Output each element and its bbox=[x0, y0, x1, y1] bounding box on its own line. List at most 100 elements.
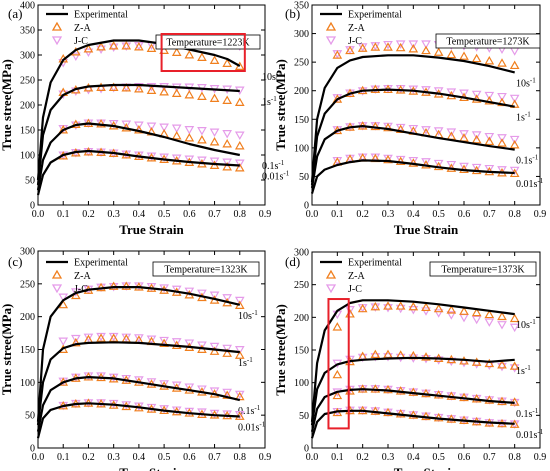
jc-point bbox=[209, 291, 220, 301]
jc-point bbox=[484, 164, 495, 174]
jc-point bbox=[222, 130, 233, 139]
za-point bbox=[222, 348, 233, 357]
x-tick-label: 0.4 bbox=[133, 452, 146, 463]
experimental-line bbox=[310, 125, 515, 189]
series-10s: 10s-1 bbox=[36, 281, 258, 422]
strain-rate-label: 10s-1 bbox=[516, 76, 536, 89]
jc-point bbox=[433, 127, 444, 136]
experimental-line bbox=[36, 39, 241, 181]
panel-label: (a) bbox=[8, 6, 22, 21]
za-point bbox=[184, 132, 195, 142]
series-0-01s: 0.01s-1 bbox=[36, 146, 290, 196]
jc-point bbox=[484, 91, 495, 101]
legend-jc-label: J-C bbox=[348, 36, 362, 47]
jc-point bbox=[471, 163, 482, 173]
za-point bbox=[171, 47, 182, 56]
experimental-line bbox=[36, 122, 241, 191]
za-point bbox=[121, 40, 132, 50]
jc-point bbox=[121, 120, 132, 130]
jc-point bbox=[421, 158, 431, 167]
strain-rate-label: 0.1s-1 bbox=[516, 407, 539, 420]
x-tick-label: 0.4 bbox=[407, 209, 420, 220]
za-point bbox=[222, 58, 233, 67]
jc-point bbox=[446, 160, 457, 170]
jc-point bbox=[197, 127, 207, 136]
jc-point bbox=[509, 135, 520, 145]
legend-jc-swatch bbox=[51, 36, 63, 46]
jc-point bbox=[497, 92, 507, 102]
za-point bbox=[108, 333, 119, 342]
za-point bbox=[184, 49, 195, 59]
jc-point bbox=[433, 87, 444, 96]
jc-point bbox=[497, 321, 507, 330]
y-tick-label: 350 bbox=[20, 26, 35, 37]
za-point bbox=[197, 52, 207, 61]
legend-jc-swatch bbox=[325, 36, 337, 46]
experimental-line bbox=[310, 356, 515, 426]
za-point bbox=[121, 281, 132, 290]
za-point bbox=[421, 302, 431, 311]
y-tick-label: 250 bbox=[20, 279, 35, 290]
x-axis-label: True Strain bbox=[394, 465, 459, 471]
jc-point bbox=[395, 123, 406, 133]
jc-point bbox=[159, 123, 169, 133]
jc-point bbox=[209, 157, 220, 167]
jc-point bbox=[509, 166, 520, 176]
jc-point bbox=[509, 94, 520, 104]
series-1s: 1s-1 bbox=[310, 349, 531, 426]
za-point bbox=[459, 51, 469, 60]
legend-za-swatch bbox=[325, 21, 337, 31]
za-point bbox=[222, 138, 233, 148]
experimental-line bbox=[310, 409, 515, 439]
jc-point bbox=[184, 155, 195, 165]
za-point bbox=[484, 309, 495, 319]
y-tick-label: 200 bbox=[20, 312, 35, 323]
jc-point bbox=[58, 293, 69, 302]
legend-experimental-label: Experimental bbox=[348, 10, 402, 21]
jc-point bbox=[134, 376, 144, 385]
legend-jc-label: J-C bbox=[348, 284, 362, 295]
temperature-label: Temperature=1323K bbox=[164, 265, 248, 276]
legend-za-swatch bbox=[325, 269, 337, 279]
legend-jc-label: J-C bbox=[74, 36, 88, 47]
chart-panel-d: (d) 0.0 0.1 0.2 0.3 0.4 0.5 0.6 0.7 0.8 0.9 0 50 100 1… bbox=[273, 248, 546, 471]
experimental-line bbox=[36, 149, 240, 196]
za-point bbox=[433, 47, 444, 56]
za-point bbox=[383, 42, 393, 51]
y-tick-label: 300 bbox=[294, 29, 309, 40]
za-point bbox=[395, 42, 406, 52]
x-tick-label: 0.9 bbox=[534, 209, 547, 220]
za-point bbox=[383, 154, 393, 164]
jc-point bbox=[421, 86, 431, 95]
legend-experimental-label: Experimental bbox=[74, 10, 128, 21]
series-0-1s: 0.1s-1 bbox=[36, 118, 285, 191]
za-point bbox=[209, 55, 220, 64]
za-point bbox=[209, 93, 220, 102]
za-point bbox=[433, 303, 444, 313]
za-point bbox=[96, 41, 106, 51]
jc-point bbox=[484, 318, 495, 327]
jc-point bbox=[433, 159, 444, 169]
y-tick-label: 100 bbox=[294, 378, 309, 389]
strain-rate-label: 0.01s-1 bbox=[516, 177, 544, 190]
jc-point bbox=[357, 353, 368, 363]
za-point bbox=[497, 97, 507, 107]
y-tick-label: 350 bbox=[294, 1, 309, 12]
za-point bbox=[121, 82, 132, 92]
y-tick-label: 250 bbox=[294, 280, 309, 291]
jc-point bbox=[146, 378, 157, 387]
jc-point bbox=[171, 338, 182, 347]
jc-point bbox=[159, 284, 169, 293]
za-point bbox=[146, 85, 157, 94]
za-point bbox=[332, 369, 343, 379]
legend-jc-swatch bbox=[325, 284, 337, 294]
jc-point bbox=[184, 383, 195, 392]
legend-za-label: Z-A bbox=[348, 23, 365, 34]
highlight-box bbox=[327, 298, 350, 430]
experimental-line bbox=[36, 341, 240, 426]
chart-panel-a: (a) 0.0 0.1 0.2 0.3 0.4 0.5 0.6 0.7 0.8 0.9 0 50 100 1… bbox=[0, 1, 290, 238]
za-point bbox=[509, 60, 520, 70]
strain-rate-label: 10s-1 bbox=[262, 70, 282, 83]
za-point bbox=[108, 40, 119, 50]
za-point bbox=[332, 50, 343, 59]
